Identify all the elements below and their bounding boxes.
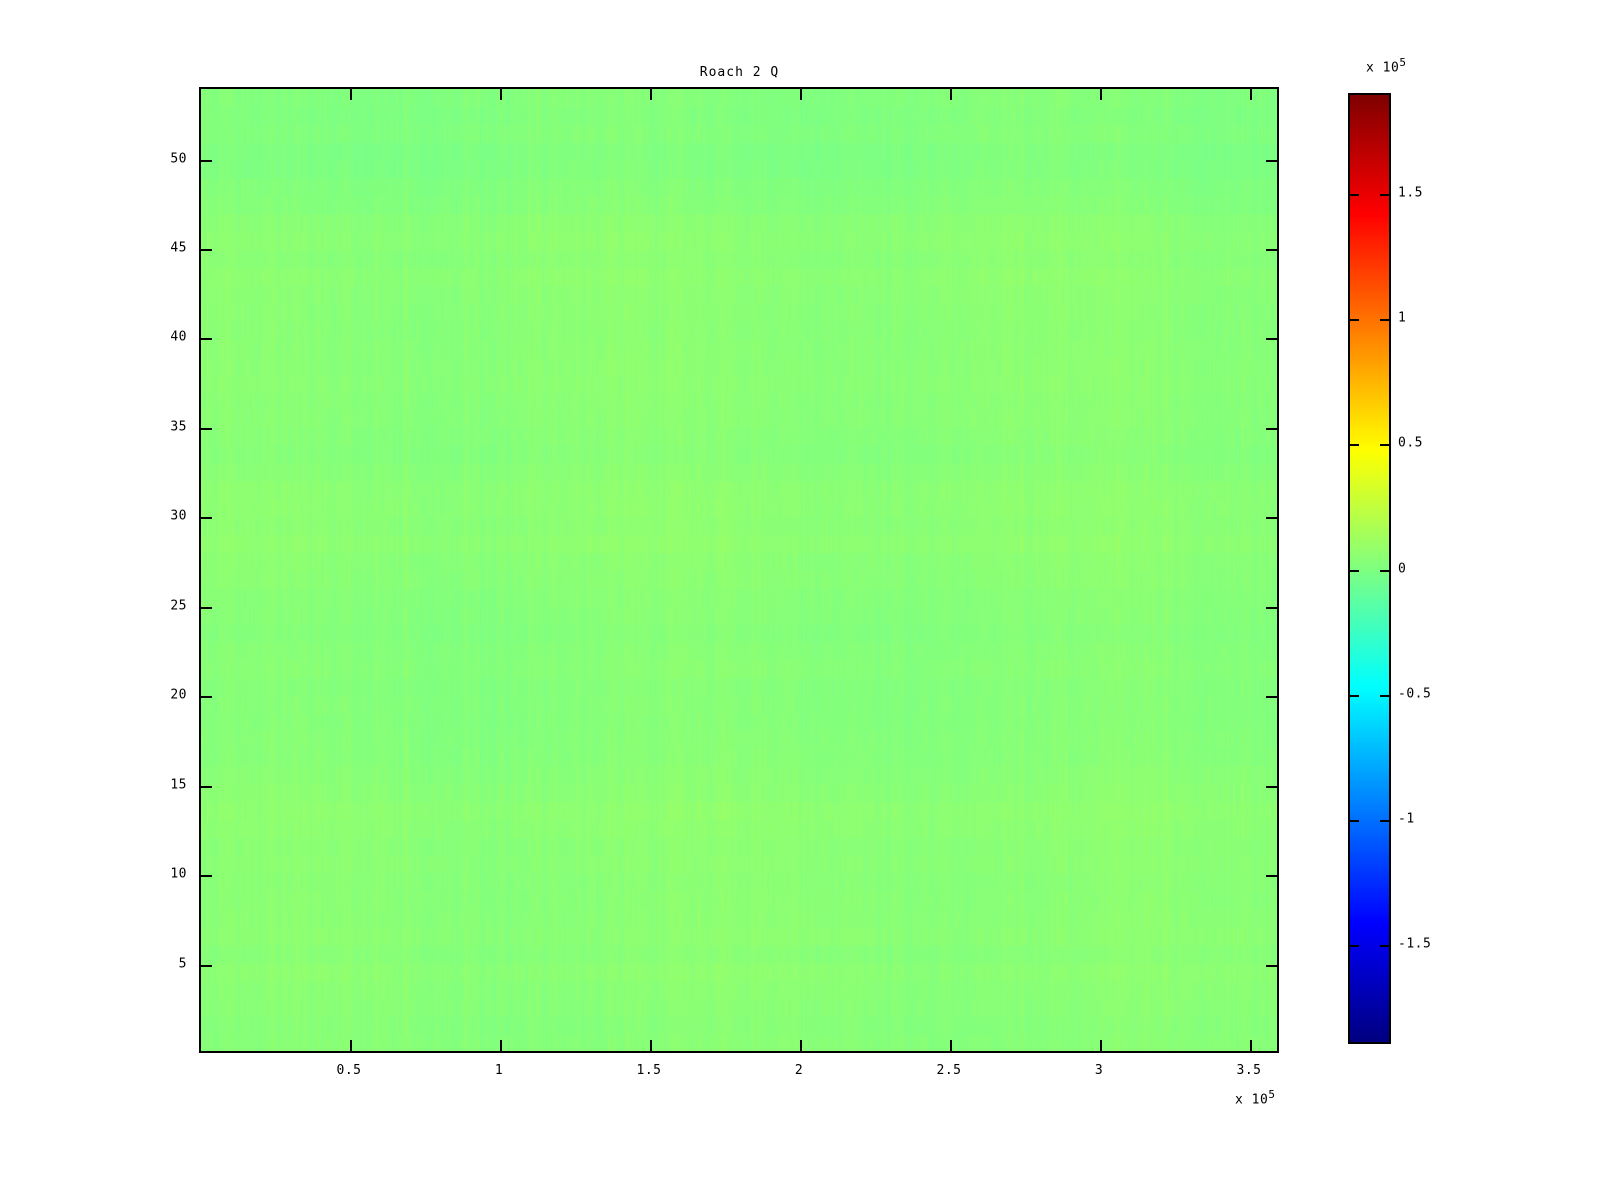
- x-axis-tick: [650, 1040, 652, 1051]
- y-axis-tick: [201, 517, 212, 520]
- y-axis-tick: [1266, 785, 1277, 788]
- x-axis-tick: [500, 1040, 502, 1051]
- colorbar-tick: [1380, 569, 1389, 572]
- colorbar[interactable]: [1348, 93, 1391, 1044]
- colorbar-tick: [1350, 569, 1359, 572]
- x-axis-tick: [350, 1040, 352, 1051]
- y-axis-tick: [201, 159, 212, 162]
- y-axis-tick: [201, 427, 212, 430]
- heatmap-axes[interactable]: [199, 87, 1279, 1053]
- colorbar-tick: [1350, 444, 1359, 447]
- colorbar-tick: [1380, 319, 1389, 322]
- y-axis-tick: [201, 875, 212, 878]
- y-axis-ticklabel: 10: [170, 866, 187, 882]
- y-axis-tick: [1266, 517, 1277, 520]
- colorbar-multiplier: x 105: [1366, 56, 1406, 76]
- y-axis-ticklabel: 5: [178, 956, 187, 972]
- colorbar-tick: [1380, 944, 1389, 947]
- y-axis-ticklabel: 50: [170, 151, 187, 167]
- colorbar-ticklabel: -0.5: [1398, 686, 1432, 702]
- x-axis-tick: [500, 89, 502, 100]
- y-axis-tick: [1266, 338, 1277, 341]
- colorbar-tick: [1350, 319, 1359, 322]
- y-axis-tick: [1266, 696, 1277, 699]
- colorbar-ticklabel: 1: [1398, 310, 1407, 326]
- colorbar-tick: [1380, 444, 1389, 447]
- colorbar-ticklabel: -1.5: [1398, 936, 1432, 952]
- x-axis-multiplier: x 105: [1235, 1088, 1275, 1108]
- y-axis-tick: [1266, 427, 1277, 430]
- colorbar-tick: [1350, 819, 1359, 822]
- page-title: Roach 2 Q: [699, 65, 780, 80]
- y-axis-ticklabel: 20: [170, 687, 187, 703]
- y-axis-ticklabel: 45: [170, 240, 187, 256]
- x-axis-tick: [1250, 1040, 1252, 1051]
- x-axis-tick: [1100, 1040, 1102, 1051]
- colorbar-tick: [1380, 694, 1389, 697]
- x-axis-ticklabel: 1.5: [636, 1063, 662, 1078]
- y-axis-tick: [1266, 964, 1277, 967]
- y-axis-tick: [201, 785, 212, 788]
- x-axis-ticklabel: 3.5: [1236, 1063, 1262, 1078]
- y-axis-ticklabel: 35: [170, 419, 187, 435]
- y-axis-tick: [201, 606, 212, 609]
- x-axis-ticklabel: 1: [494, 1063, 504, 1078]
- x-axis-tick: [800, 89, 802, 100]
- colorbar-tick: [1380, 194, 1389, 197]
- x-axis-tick: [650, 89, 652, 100]
- colorbar-ticklabel: -1: [1398, 811, 1415, 827]
- colorbar-ticklabel: 0.5: [1398, 435, 1423, 451]
- colorbar-gradient: [1350, 95, 1389, 1042]
- colorbar-tick: [1350, 694, 1359, 697]
- y-axis-ticklabel: 15: [170, 777, 187, 793]
- colorbar-ticklabel: 0: [1398, 561, 1407, 576]
- y-axis-tick: [1266, 159, 1277, 162]
- colorbar-tick: [1350, 194, 1359, 197]
- x-axis-ticklabel: 2: [794, 1063, 804, 1078]
- y-axis-tick: [1266, 249, 1277, 251]
- y-axis-tick: [201, 696, 212, 699]
- x-axis-tick: [350, 89, 352, 100]
- y-axis-tick: [201, 249, 212, 251]
- x-axis-ticklabel: 0.5: [336, 1063, 362, 1078]
- y-axis-tick: [201, 964, 212, 967]
- y-axis-ticklabel: 25: [170, 598, 187, 614]
- y-axis-tick: [1266, 606, 1277, 609]
- x-axis-ticklabel: 3: [1094, 1063, 1104, 1078]
- colorbar-tick: [1350, 944, 1359, 947]
- colorbar-ticklabel: 1.5: [1398, 185, 1423, 201]
- x-axis-tick: [1250, 89, 1252, 100]
- colorbar-tick: [1380, 819, 1389, 822]
- x-axis-ticklabel: 2.5: [936, 1063, 962, 1078]
- y-axis-tick: [201, 338, 212, 341]
- heatmap-image: [201, 89, 1277, 1051]
- y-axis-ticklabel: 30: [170, 508, 187, 524]
- y-axis-ticklabel: 40: [170, 329, 187, 345]
- y-axis-tick: [1266, 875, 1277, 878]
- x-axis-tick: [800, 1040, 802, 1051]
- x-axis-tick: [950, 1040, 952, 1051]
- x-axis-tick: [950, 89, 952, 100]
- x-axis-tick: [1100, 89, 1102, 100]
